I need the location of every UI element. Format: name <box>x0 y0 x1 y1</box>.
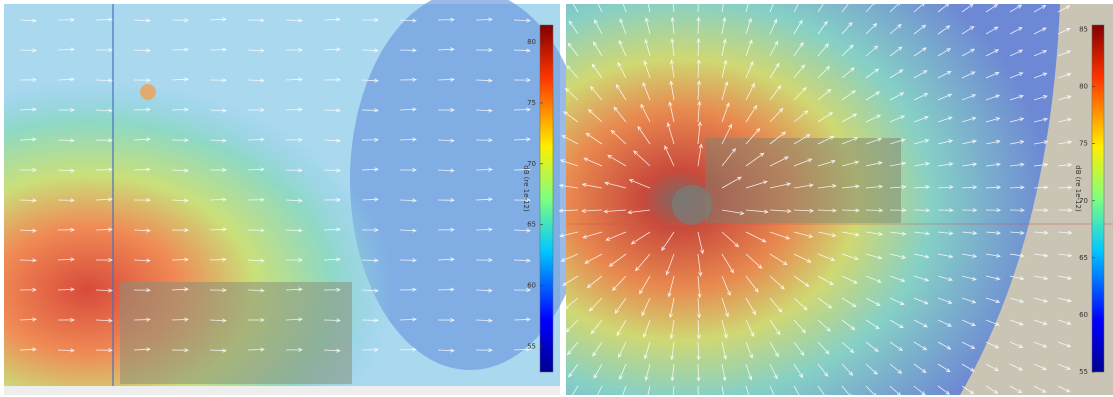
floor <box>4 386 560 395</box>
colorbar-tick-label: 65 <box>1079 254 1088 262</box>
colorbar <box>540 25 553 372</box>
object <box>120 282 352 384</box>
colorbar <box>1092 25 1104 372</box>
left-panel <box>4 0 590 395</box>
colorbar-tick-label: 75 <box>527 99 536 107</box>
colorbar-tick-label: 75 <box>1079 140 1088 148</box>
screenshot: 807570656055dB (re 1e-12)85807570656055d… <box>0 0 1113 397</box>
colorbar-tick-label: 80 <box>527 38 536 46</box>
colorbar-tick-label: 60 <box>1079 311 1088 319</box>
colorbar-label: dB (re 1e-12) <box>522 165 530 212</box>
colorbar-tick-label: 55 <box>527 342 536 350</box>
colorbar-tick-label: 85 <box>1079 26 1088 34</box>
colorbar-tick-label: 65 <box>527 221 536 229</box>
colorbar-tick-label: 55 <box>1079 368 1088 376</box>
right-panel <box>559 0 1113 397</box>
page: 807570656055dB (re 1e-12)85807570656055d… <box>0 0 1113 397</box>
hot-spot <box>140 84 156 100</box>
colorbar-tick-label: 60 <box>527 282 536 290</box>
colorbar-label: dB (re 1e-12) <box>1074 165 1082 212</box>
colorbar-tick-label: 80 <box>1079 83 1088 91</box>
